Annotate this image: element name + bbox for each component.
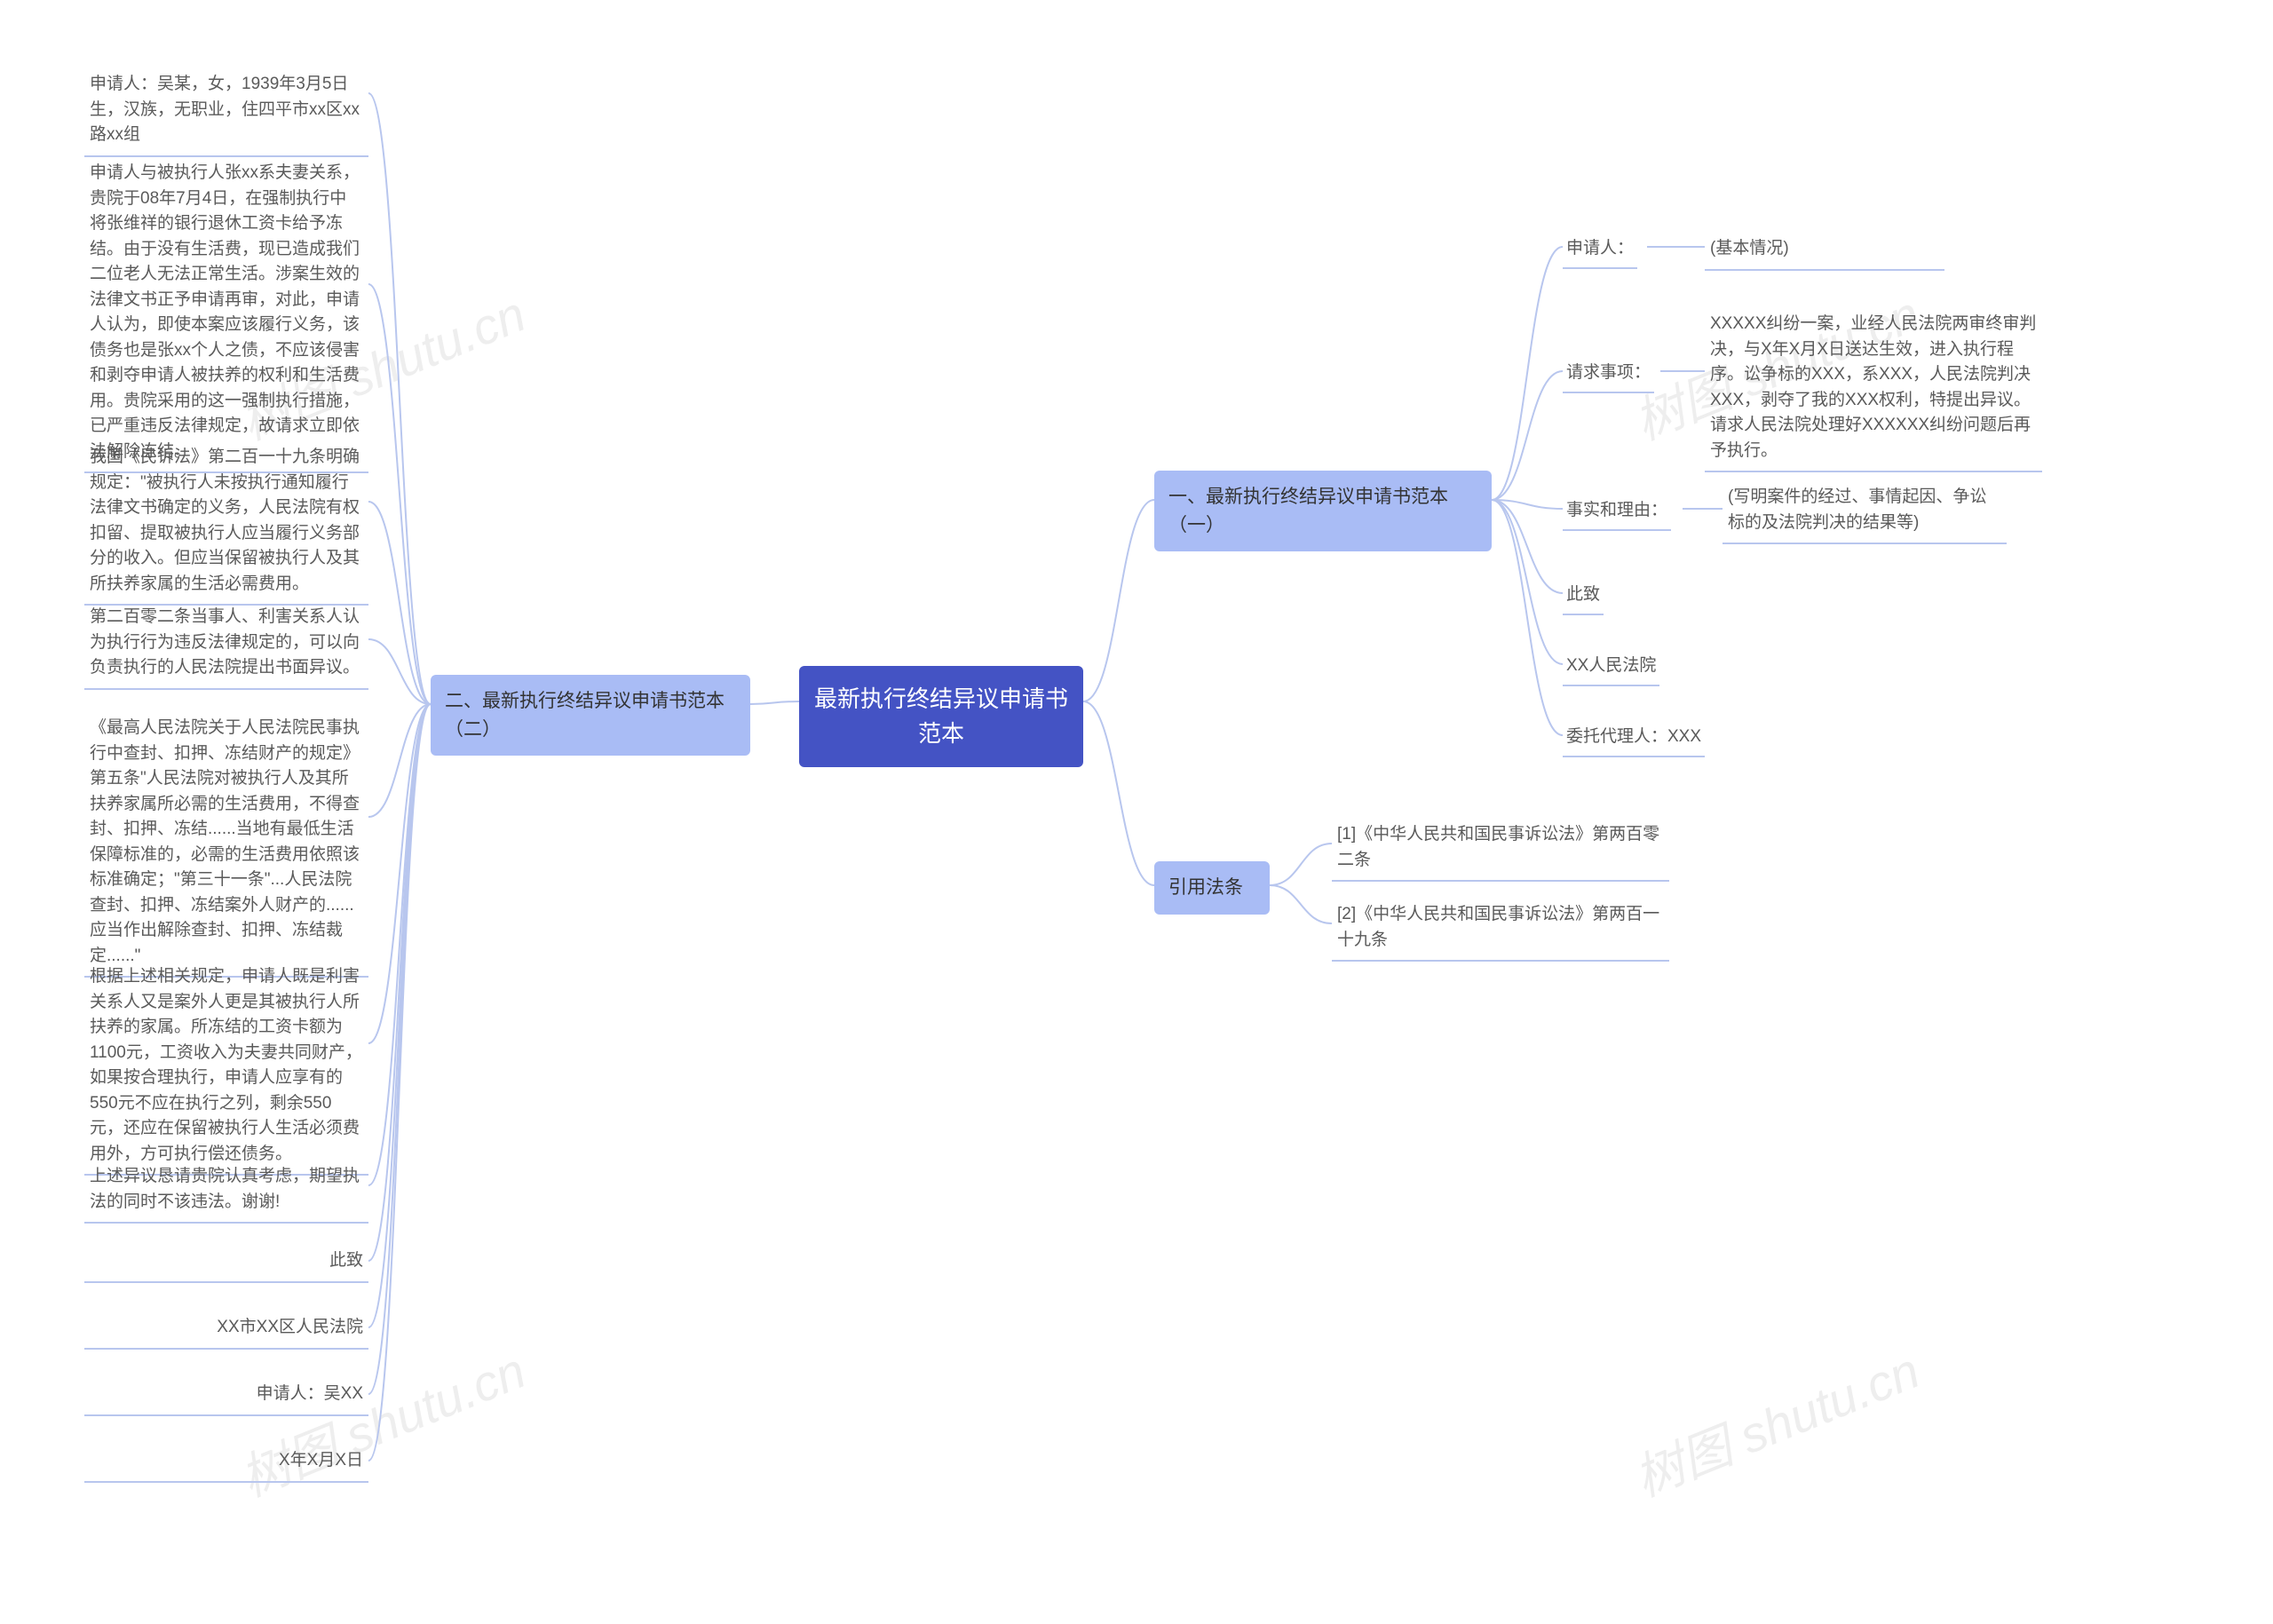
r1-court: XX人民法院 [1563, 648, 1659, 686]
l-p11: X年X月X日 [84, 1443, 368, 1483]
watermark: 树图 shutu.cn [1622, 1331, 1928, 1510]
l-p1: 申请人：吴某，女，1939年3月5日生，汉族，无职业，住四平市xx区xx路xx组 [84, 67, 368, 157]
l-p3: 我国《民诉法》第二百一十九条明确规定："被执行人未按执行通知履行法律文书确定的义… [84, 440, 368, 606]
l-p2: 申请人与被执行人张xx系夫妻关系，贵院于08年7月4日，在强制执行中将张维祥的银… [84, 155, 368, 473]
watermark: 树图 shutu.cn [228, 1331, 535, 1510]
branch-right-1: 一、最新执行终结异议申请书范本（一） [1154, 471, 1492, 551]
r1-facts-content: (写明案件的经过、事情起因、争讼标的及法院判决的结果等) [1723, 479, 2007, 544]
r2-law2: [2]《中华人民共和国民事诉讼法》第两百一十九条 [1332, 897, 1669, 962]
r1-request-label: 请求事项： [1563, 355, 1654, 393]
l-p5: 《最高人民法院关于人民法院民事执行中查封、扣押、冻结财产的规定》第五条"人民法院… [84, 710, 368, 978]
l-p8: 此致 [84, 1243, 368, 1283]
r1-request-content: XXXXX纠纷一案，业经人民法院两审终审判决，与X年X月X日送达生效，进入执行程… [1705, 306, 2042, 472]
l-p4: 第二百零二条当事人、利害关系人认为执行行为违反法律规定的，可以向负责执行的人民法… [84, 599, 368, 690]
r1-applicant-label: 申请人： [1563, 231, 1637, 269]
root-node: 最新执行终结异议申请书范本 [799, 666, 1083, 767]
r1-applicant-content: (基本情况) [1705, 231, 1944, 271]
r1-facts-label: 事实和理由： [1563, 493, 1671, 531]
l-p6: 根据上述相关规定，申请人既是利害关系人又是案外人更是其被执行人所扶养的家属。所冻… [84, 959, 368, 1176]
branch-right-2: 引用法条 [1154, 861, 1270, 915]
l-p10: 申请人：吴XX [84, 1376, 368, 1416]
l-p9: XX市XX区人民法院 [84, 1310, 368, 1350]
branch-left: 二、最新执行终结异议申请书范本（二） [431, 675, 750, 756]
r2-law1: [1]《中华人民共和国民事诉讼法》第两百零二条 [1332, 817, 1669, 882]
l-p7: 上述异议恳请贵院认真考虑，期望执法的同时不该违法。谢谢! [84, 1159, 368, 1224]
r1-cizhi: 此致 [1563, 577, 1604, 615]
r1-agent: 委托代理人：XXX [1563, 719, 1705, 757]
